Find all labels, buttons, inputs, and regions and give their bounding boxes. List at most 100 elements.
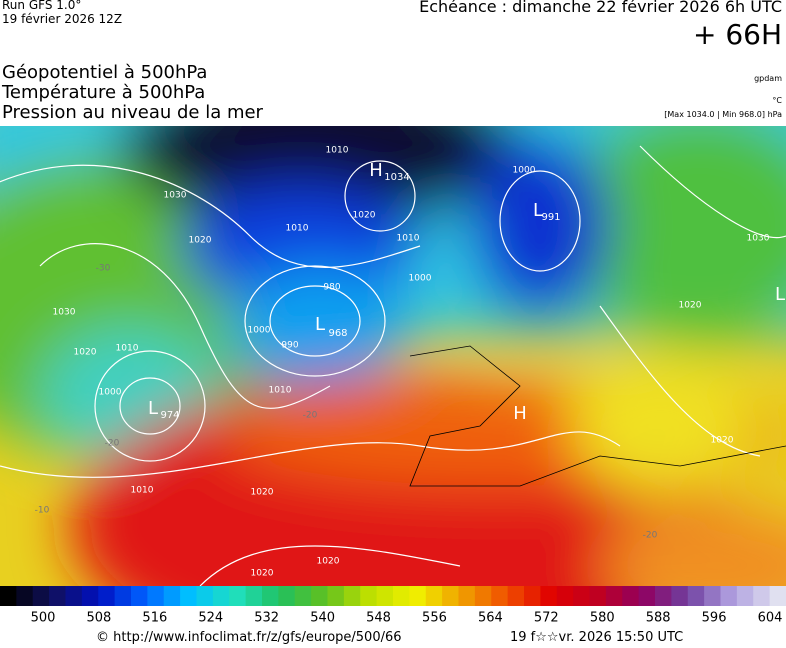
color-swatch [655,586,672,606]
color-swatch [458,586,476,606]
color-swatch [360,586,378,606]
color-swatch [474,586,492,606]
temperature-label: -10 [35,506,50,516]
color-swatch [638,586,656,606]
color-swatch [540,586,558,606]
isobar-label: 1000 [99,388,122,398]
color-swatch [491,586,509,606]
isobar-label: 1010 [269,386,292,396]
isobar-label: 1020 [251,569,274,579]
color-swatch [245,586,263,606]
colorbar-tick-label: 580 [590,611,615,623]
color-swatch [671,586,689,606]
center-value: 1034 [384,172,409,183]
color-swatch [229,586,247,606]
colorbar-tick-label: 508 [87,611,112,623]
isobar-label: 1020 [74,348,97,358]
color-swatch [507,586,525,606]
isobar-label: 1020 [251,488,274,498]
color-swatch [720,586,738,606]
color-swatch [753,586,771,606]
colorbar-tick-label: 524 [198,611,223,623]
isobar-label: 1020 [711,436,734,446]
colorbar-tick-label: 556 [422,611,447,623]
color-swatch [32,586,50,606]
generated: 19 f☆☆vr. 2026 15:50 UTC [510,630,684,645]
color-swatch [294,586,312,606]
color-swatch [524,586,541,606]
color-swatch [376,586,394,606]
isobar-label: 980 [323,283,340,293]
layer: Géopotentiel à 500hPa [2,62,208,83]
isobar-label: 1030 [747,234,770,244]
color-swatch [262,586,279,606]
color-swatch [409,586,427,606]
color-swatch [212,586,230,606]
color-swatch [311,586,328,606]
color-swatch [131,586,148,606]
color-swatch [736,586,754,606]
temperature-label: -30 [96,264,111,274]
unit: [Max 1034.0 | Min 968.0] hPa [664,110,782,119]
isobar-label: 1010 [131,486,154,496]
color-swatch [393,586,410,606]
unit: gpdam [754,74,782,83]
forecast: Echéance : dimanche 22 février 2026 6h U… [419,0,782,16]
colorbar: 500 508 516 524 532 540 548 556 564 572 580 588 596 6… [0,586,786,622]
colorbar-tick-label: 572 [534,611,559,623]
color-swatch [65,586,83,606]
isobar-label: 1020 [317,557,340,567]
isobar-label: 1010 [286,224,309,234]
colorbar-tick-label: 516 [142,611,167,623]
isobar-label: 1000 [409,274,432,284]
center-type: L [148,398,158,419]
temperature-label: -20 [303,411,318,421]
color-swatch [163,586,181,606]
isobar-label: 1010 [326,146,349,156]
isobar-label: 1000 [513,166,536,176]
color-swatch [556,586,574,606]
color-swatch [327,586,345,606]
run: Run GFS 1.0° [2,0,82,12]
colorbar-tick-label: 588 [646,611,671,623]
color-swatch [16,586,34,606]
color-swatch [589,586,607,606]
center-value: 974 [160,410,179,421]
center-value: 968 [328,328,347,339]
color-swatch [98,586,116,606]
color-swatch [687,586,705,606]
isobar-label: 1010 [116,344,139,354]
color-swatch [622,586,640,606]
color-swatch [769,586,786,606]
color-swatch [114,586,132,606]
source: © http://www.infoclimat.fr/z/gfs/europe/… [96,630,402,645]
colorbar-tick-label: 604 [758,611,783,623]
temperature-label: -20 [643,531,658,541]
center-type: L [775,284,785,305]
colorbar-tick-label: 596 [702,611,727,623]
field [0,126,786,586]
isobar-label: 1020 [679,301,702,311]
isobar-label: 990 [281,341,298,351]
color-swatch [343,586,361,606]
center-type: L [533,200,543,221]
center-type: L [315,314,325,335]
center-type: H [369,160,383,181]
center-type: H [513,403,527,424]
colorbar-tick-label: 532 [254,611,279,623]
isobar-label: 1020 [189,236,212,246]
color-swatch [81,586,99,606]
lead-time: + 66H [692,18,782,51]
run-date: 19 février 2026 12Z [2,12,123,26]
isobar-label: 1020 [353,211,376,221]
color-swatch [278,586,296,606]
colorbar-tick-label: 500 [31,611,56,623]
center-value: 991 [541,212,560,223]
color-swatch [0,586,17,606]
isobar-label: 1030 [164,191,187,201]
colorbar-tick-label: 564 [478,611,503,623]
color-swatch [180,586,197,606]
colorbar-tick-label: 548 [366,611,391,623]
color-swatch [573,586,590,606]
